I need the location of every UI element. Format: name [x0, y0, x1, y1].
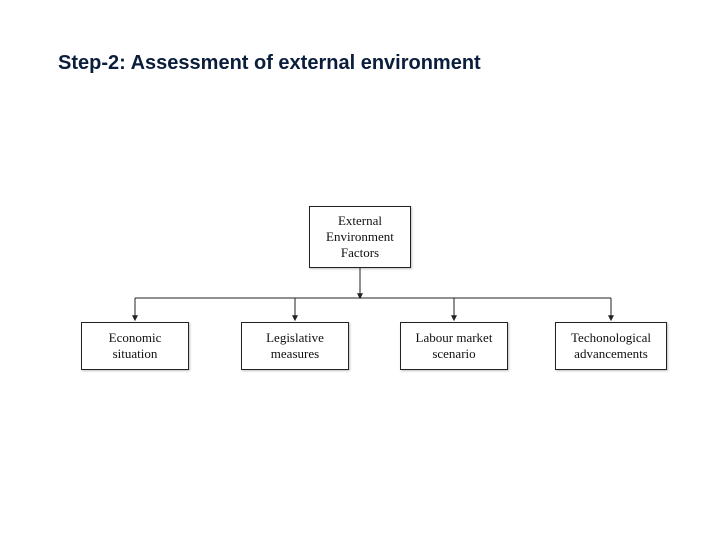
child-node-label: Techonological advancements [571, 330, 651, 363]
child-node-label: Legislative measures [266, 330, 324, 363]
child-node-legislative: Legislative measures [241, 322, 349, 370]
connector-lines [0, 0, 720, 540]
child-node-label: Labour market scenario [416, 330, 493, 363]
child-node-label: Economic situation [109, 330, 162, 363]
page-title: Step-2: Assessment of external environme… [58, 52, 481, 75]
child-node-labour-market: Labour market scenario [400, 322, 508, 370]
child-node-technological: Techonological advancements [555, 322, 667, 370]
child-node-economic: Economic situation [81, 322, 189, 370]
parent-node: External Environment Factors [309, 206, 411, 268]
parent-node-label: External Environment Factors [326, 213, 394, 262]
